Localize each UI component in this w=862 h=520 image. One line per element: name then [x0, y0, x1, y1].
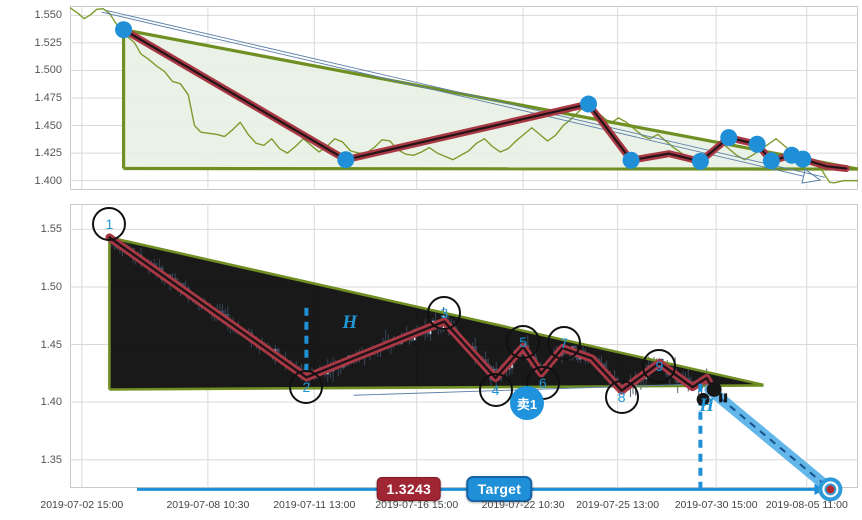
- x-tick-label: 2019-07-11 13:00: [273, 499, 356, 511]
- y-tick-label: 1.400: [34, 174, 62, 187]
- top-chart-svg: [69, 6, 859, 190]
- y-tick-label: 1.35: [40, 453, 62, 466]
- height-label-1: H: [342, 311, 358, 333]
- bottom-detail-panel: 1.55 1.50 1.45 1.40 1.35 1 2 3 4 5 6 7 8 9 卖1 H H 1.3243…: [0, 198, 862, 503]
- price-badge[interactable]: 1.3243: [376, 477, 442, 502]
- sell-signal-marker[interactable]: 卖1: [510, 386, 545, 421]
- x-tick-label: 2019-07-08 10:30: [166, 499, 250, 511]
- x-tick-label: 2019-07-30 15:00: [674, 499, 758, 511]
- y-tick-label: 1.475: [34, 92, 62, 104]
- y-tick-label: 1.425: [34, 147, 62, 160]
- y-tick-label: 1.525: [34, 36, 62, 49]
- x-axis: 2019-07-02 15:00 2019-07-08 10:30 2019-07-…: [0, 496, 862, 520]
- x-tick-label: 2019-07-16 15:00: [375, 499, 459, 511]
- pivot-marker-1[interactable]: 1: [92, 207, 127, 242]
- pivot-marker-5[interactable]: 5: [506, 325, 541, 360]
- x-tick-label: 2019-07-25 13:00: [576, 499, 660, 511]
- y-tick-label: 1.55: [40, 223, 62, 236]
- bottom-chart-svg: [70, 204, 858, 502]
- y-tick-label: 1.550: [34, 9, 62, 22]
- pivot-marker-7[interactable]: 7: [547, 326, 582, 361]
- x-tick-label: 2019-07-02 15:00: [40, 499, 124, 511]
- y-tick-label: 1.500: [34, 64, 62, 77]
- y-tick-label: 1.40: [40, 396, 62, 409]
- y-tick-label: 1.45: [40, 338, 62, 351]
- pivot-marker-2[interactable]: 2: [289, 369, 324, 404]
- target-badge[interactable]: Target: [466, 476, 533, 503]
- top-overview-panel: 1.550 1.525 1.500 1.475 1.450 1.425 1.400: [0, 0, 862, 196]
- y-tick-label: 1.450: [34, 119, 62, 132]
- y-tick-label: 1.50: [40, 280, 62, 293]
- x-tick-label: 2019-07-22 10:30: [481, 499, 565, 511]
- height-label-2: H: [699, 395, 715, 417]
- pivot-marker-9[interactable]: 9: [642, 349, 677, 384]
- x-tick-label: 2019-08-05 11:00: [765, 499, 848, 511]
- pivot-marker-4[interactable]: 4: [478, 373, 513, 408]
- pivot-marker-8[interactable]: 8: [604, 379, 639, 414]
- pivot-marker-3[interactable]: 3: [427, 296, 462, 331]
